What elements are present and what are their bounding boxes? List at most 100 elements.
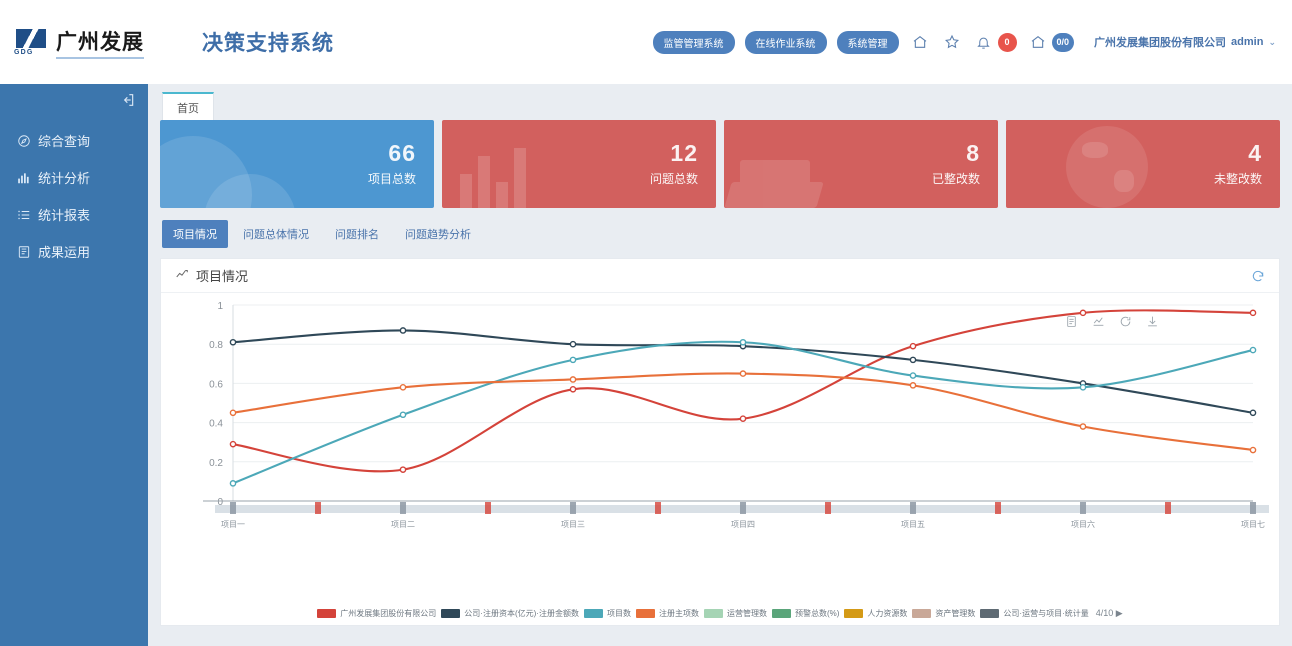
sidebar-item-achievement-application[interactable]: 成果运用 [0, 233, 148, 270]
gdg-logo-icon: GDG [14, 28, 48, 56]
decor-globe-land [1082, 142, 1108, 158]
user-login-name: admin [1231, 36, 1264, 48]
legend-swatch [583, 609, 603, 618]
legend-swatch [441, 609, 461, 618]
logo-text: 广州发展 [56, 26, 144, 59]
legend-swatch [635, 609, 655, 618]
tab-issue-trend-analysis[interactable]: 问题趋势分析 [405, 229, 471, 241]
tab-issue-ranking[interactable]: 问题排名 [335, 229, 379, 241]
kpi-value: 12 [670, 140, 698, 166]
save-image-icon[interactable] [1146, 315, 1159, 328]
kpi-card-rectified[interactable]: 8 已整改数 [724, 120, 998, 208]
bar-chart-icon [16, 170, 31, 185]
legend-swatch [980, 609, 1000, 618]
svg-text:项目四: 项目四 [731, 520, 755, 529]
decor-globe-icon [1066, 126, 1148, 208]
task-group[interactable]: 0/0 [1027, 31, 1075, 53]
panel-title: 项目情况 [196, 269, 249, 284]
home-icon[interactable] [909, 31, 931, 53]
restore-icon[interactable] [1119, 315, 1132, 328]
tab-project-status[interactable]: 项目情况 [162, 220, 228, 248]
sidebar-item-label: 统计报表 [38, 208, 91, 223]
pill-supervision-system[interactable]: 监管管理系统 [652, 30, 735, 54]
legend-item[interactable]: 资产管理数 [912, 608, 975, 619]
legend-label: 公司·运营与项目·统计量 [1003, 609, 1089, 618]
legend-item[interactable]: 项目数 [583, 608, 631, 619]
kpi-label: 未整改数 [1213, 172, 1262, 186]
svg-text:0.6: 0.6 [209, 379, 223, 390]
data-view-icon[interactable] [1065, 315, 1078, 328]
pill-system-management[interactable]: 系统管理 [836, 30, 899, 54]
compass-icon [16, 133, 31, 148]
chart-area: 0 0.2 0.4 0.6 0.8 1 项目一 项目二 项目三 项目四 项目五 项目六 项目七 广州发展… [161, 293, 1279, 625]
legend-swatch [317, 609, 337, 618]
brand-logo[interactable]: GDG 广州发展 [14, 26, 174, 59]
refresh-icon[interactable] [1251, 269, 1265, 283]
svg-text:项目一: 项目一 [221, 520, 245, 529]
legend-item[interactable]: 运营管理数 [703, 608, 767, 619]
panel-title-group: 项目情况 [175, 266, 248, 285]
legend-pagination[interactable]: 4/10 ▶ [1095, 608, 1123, 618]
decor-globe-land [1114, 170, 1134, 192]
sidebar-item-comprehensive-query[interactable]: 综合查询 [0, 122, 148, 159]
legend-label: 预警总数(%) [794, 609, 840, 618]
legend-label: 人力资源数 [867, 609, 908, 618]
kpi-card-total-issues[interactable]: 12 问题总数 [442, 120, 716, 208]
tab-home[interactable]: 首页 [162, 92, 214, 122]
legend-item[interactable]: 公司·运营与项目·统计量 [980, 608, 1089, 619]
magic-type-icon[interactable] [1092, 315, 1105, 328]
kpi-card-total-projects[interactable]: 66 项目总数 [160, 120, 434, 208]
book-icon [16, 244, 31, 259]
legend-label: 公司·注册资本(亿元)·注册金额数 [464, 609, 579, 618]
legend-item[interactable]: 预警总数(%) [771, 608, 840, 619]
svg-text:0.2: 0.2 [209, 458, 223, 469]
logo-mark-text: GDG [14, 49, 34, 56]
pill-online-operation-system[interactable]: 在线作业系统 [744, 30, 827, 54]
company-name: 广州发展集团股份有限公司 [1094, 37, 1227, 49]
kpi-value: 66 [388, 140, 416, 166]
sidebar: 综合查询 统计分析 统计报表 [0, 84, 148, 646]
svg-text:项目五: 项目五 [901, 520, 925, 529]
sidebar-item-statistical-report[interactable]: 统计报表 [0, 196, 148, 233]
kpi-cards: 66 项目总数 12 问题总数 8 已整改数 4 [148, 120, 1292, 208]
svg-text:项目二: 项目二 [391, 520, 415, 529]
sidebar-item-label: 成果运用 [38, 245, 91, 260]
list-icon [16, 207, 31, 222]
app-title: 决策支持系统 [202, 32, 334, 55]
svg-text:项目七: 项目七 [1241, 520, 1265, 529]
kpi-label: 已整改数 [931, 172, 980, 186]
legend-item[interactable]: 公司·注册资本(亿元)·注册金额数 [441, 608, 579, 619]
chart-toolbox [1065, 315, 1159, 328]
sidebar-item-label: 综合查询 [38, 134, 91, 149]
kpi-label: 项目总数 [367, 172, 416, 186]
task-badge: 0/0 [1051, 32, 1075, 52]
svg-text:0.4: 0.4 [209, 419, 223, 430]
bell-icon[interactable] [973, 31, 995, 53]
page-tabbar: 首页 [148, 84, 1292, 122]
collapse-icon[interactable] [120, 92, 136, 113]
chart-panel: 项目情况 [160, 258, 1280, 626]
kpi-label: 问题总数 [649, 172, 698, 186]
decor-bars-icon [460, 148, 526, 208]
svg-text:项目六: 项目六 [1071, 519, 1095, 529]
legend-swatch [844, 609, 864, 618]
legend-label: 广州发展集团股份有限公司 [340, 609, 437, 618]
kpi-card-not-rectified[interactable]: 4 未整改数 [1006, 120, 1280, 208]
legend-item[interactable]: 广州发展集团股份有限公司 [317, 608, 436, 619]
notification-group[interactable]: 0 [973, 31, 1017, 53]
sidebar-item-statistical-analysis[interactable]: 统计分析 [0, 159, 148, 196]
house-icon[interactable] [1027, 31, 1049, 53]
line-chart-svg: 0 0.2 0.4 0.6 0.8 1 项目一 项目二 项目三 项目四 项目五 项目六 项目七 [203, 301, 1269, 529]
header-actions: 监管管理系统 在线作业系统 系统管理 0 [652, 30, 1276, 54]
legend-label: 运营管理数 [726, 609, 767, 618]
kpi-value: 8 [966, 140, 980, 166]
chart-tabbar: 项目情况 问题总体情况 问题排名 问题趋势分析 [148, 208, 1292, 258]
legend-item[interactable]: 人力资源数 [844, 608, 907, 619]
kpi-value: 4 [1248, 140, 1262, 166]
user-menu[interactable]: 广州发展集团股份有限公司 admin ⌄ [1094, 34, 1276, 50]
svg-text:项目三: 项目三 [561, 520, 585, 529]
tab-issue-overview[interactable]: 问题总体情况 [243, 229, 309, 241]
legend-item[interactable]: 注册主项数 [635, 608, 699, 619]
star-icon[interactable] [941, 31, 963, 53]
sidebar-menu: 综合查询 统计分析 统计报表 [0, 122, 148, 270]
